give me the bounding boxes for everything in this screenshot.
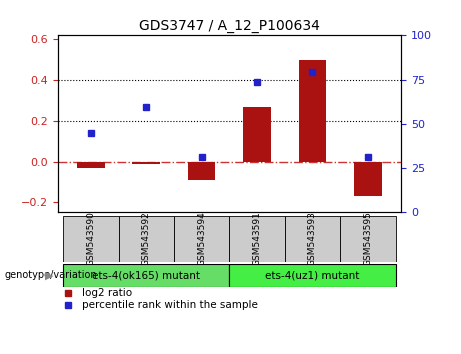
Text: GSM543593: GSM543593 (308, 211, 317, 267)
Text: GSM543595: GSM543595 (363, 211, 372, 267)
Text: GSM543594: GSM543594 (197, 212, 206, 266)
Text: GSM543592: GSM543592 (142, 212, 151, 266)
Bar (285, 216, 340, 262)
Text: ets-4(ok165) mutant: ets-4(ok165) mutant (92, 270, 200, 280)
Bar (230, 216, 285, 262)
Bar (188, 161, 215, 180)
Text: percentile rank within the sample: percentile rank within the sample (82, 300, 258, 310)
Text: genotype/variation: genotype/variation (5, 270, 97, 280)
Bar (132, 161, 160, 164)
Text: ets-4(uz1) mutant: ets-4(uz1) mutant (265, 270, 360, 280)
Bar (299, 60, 326, 161)
Bar (118, 216, 174, 262)
Bar (63, 264, 230, 287)
Text: GSM543591: GSM543591 (253, 211, 261, 267)
Text: ▶: ▶ (45, 270, 53, 280)
Bar (354, 161, 382, 196)
Bar (230, 264, 396, 287)
Text: log2 ratio: log2 ratio (82, 288, 132, 298)
Bar (63, 216, 118, 262)
Bar (243, 107, 271, 161)
Title: GDS3747 / A_12_P100634: GDS3747 / A_12_P100634 (139, 19, 320, 33)
Bar (340, 216, 396, 262)
Bar (174, 216, 230, 262)
Text: GSM543590: GSM543590 (86, 211, 95, 267)
Bar (77, 161, 105, 168)
